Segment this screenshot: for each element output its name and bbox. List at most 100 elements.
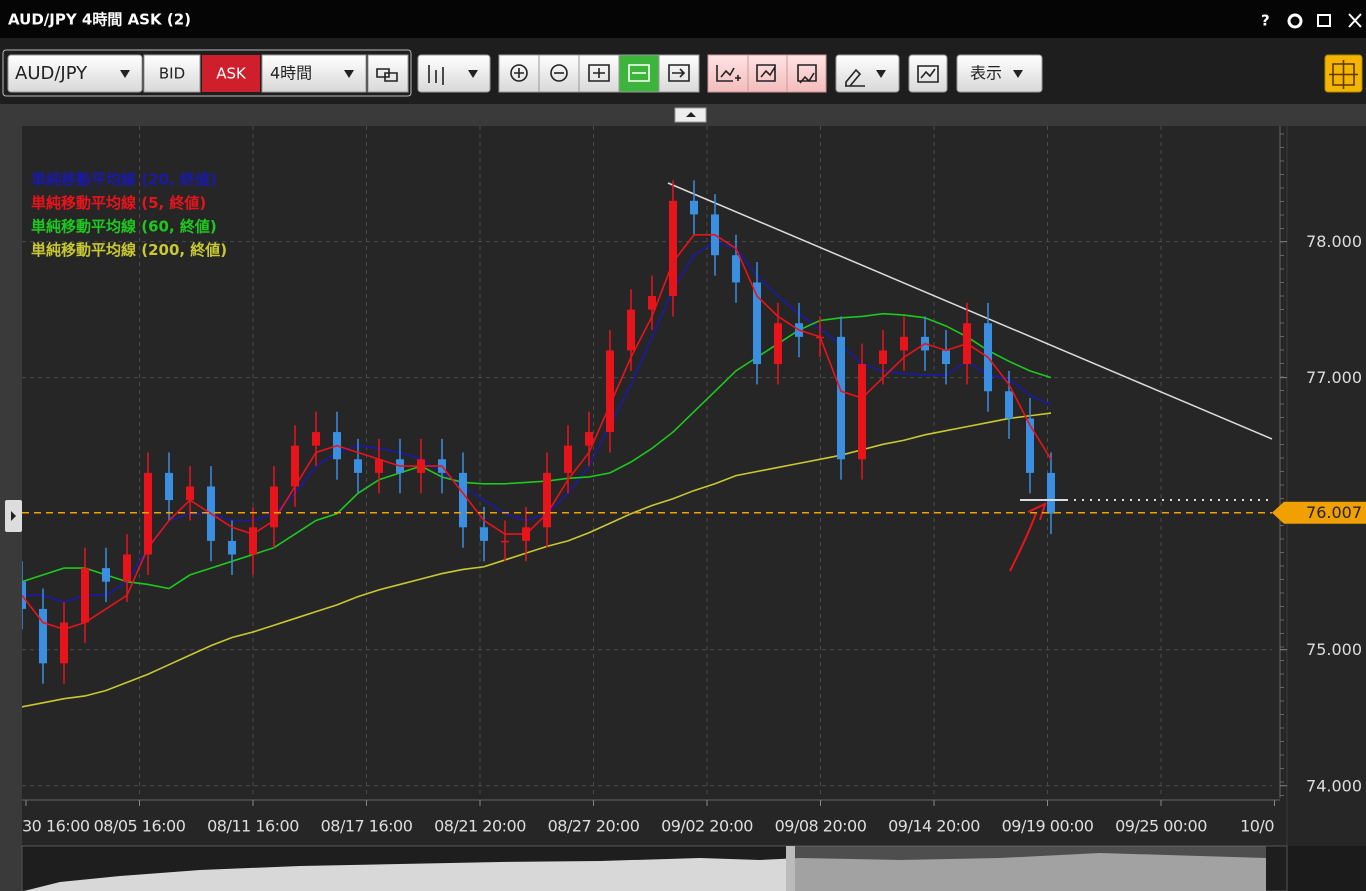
display-button[interactable]: [956, 54, 1043, 93]
moving-average-line: [22, 412, 1052, 708]
drawing-group: [707, 54, 827, 93]
candle-body: [102, 568, 110, 582]
candle-body: [270, 486, 278, 528]
zoom-out-icon: [550, 64, 568, 82]
window-controls[interactable]: ?: [1261, 12, 1362, 30]
y-tick-label: 77.000: [1306, 368, 1362, 387]
candle-body: [501, 540, 509, 543]
handle-arrow: [11, 511, 16, 521]
candle-body: [900, 336, 908, 351]
x-tick-label: 09/08 20:00: [775, 817, 867, 836]
window-title: AUD/JPY 4時間 ASK (2): [8, 11, 191, 29]
candle-body: [123, 554, 131, 582]
moving-average-line: [22, 234, 1052, 631]
plot: [22, 180, 1273, 708]
current-price-tag: [1272, 501, 1366, 524]
add-drawing-icon: [716, 65, 741, 82]
candle-body: [606, 350, 614, 433]
symbol-label: AUD/JPY: [15, 63, 88, 84]
navigator-handle[interactable]: [786, 846, 795, 891]
trend-line: [667, 182, 1273, 440]
fit-button[interactable]: [578, 54, 620, 93]
link-icon: [376, 68, 398, 82]
candle-body: [228, 540, 236, 555]
dropdown-arrow: [468, 70, 478, 78]
dropdown-arrow: [344, 70, 354, 78]
crosshair-icon: [1329, 60, 1358, 89]
legend-entry: 単純移動平均線 (60, 終値): [31, 218, 217, 236]
help-button[interactable]: ?: [1261, 12, 1270, 30]
candle-body: [480, 527, 488, 541]
navigator-window[interactable]: [790, 846, 1266, 891]
candle-body: [1005, 391, 1013, 419]
candle-body: [165, 472, 173, 501]
fit-icon: [588, 64, 610, 82]
close-button[interactable]: [1348, 13, 1362, 28]
candle-body: [627, 309, 635, 351]
candle-body: [22, 581, 26, 609]
candle-body: [543, 472, 551, 528]
candle-body: [942, 350, 950, 365]
candle-body: [249, 527, 257, 555]
timeframe-label: 4時間: [270, 64, 312, 83]
dropdown-arrow: [1013, 70, 1023, 78]
candle-body: [1026, 418, 1034, 473]
candle-body: [1047, 472, 1055, 514]
candle-body: [375, 459, 383, 473]
candle-body: [459, 472, 467, 528]
restore-button[interactable]: [1317, 14, 1331, 27]
symbol-select[interactable]: [7, 54, 143, 93]
candle-body: [144, 472, 152, 555]
y-tick-label: 75.000: [1306, 640, 1362, 659]
display-label: 表示: [970, 64, 1002, 83]
delete-drawing-icon: [797, 64, 817, 84]
candle-body: [39, 608, 47, 664]
x-tick-label: 30 16:00: [22, 817, 90, 836]
bid-button[interactable]: [143, 54, 201, 93]
hand-drawn-arrow: [1009, 502, 1047, 572]
y-tick-label: 78.000: [1306, 232, 1362, 251]
delete-drawing-button[interactable]: [786, 54, 827, 93]
x-tick-label: 08/27 20:00: [548, 817, 640, 836]
x-tick-label: 10/0: [1240, 817, 1274, 836]
current-price-label: 76.007: [1306, 503, 1362, 522]
candle-body: [291, 445, 299, 487]
auto-scroll-button[interactable]: [618, 54, 660, 93]
x-tick-label: 08/17 16:00: [321, 817, 413, 836]
legend-entry: 単純移動平均線 (200, 終値): [31, 241, 227, 259]
dropdown-arrow: [120, 70, 130, 78]
candle-body: [585, 432, 593, 446]
candle-body: [774, 323, 782, 365]
pen-icon: [845, 68, 865, 87]
legend-entry: 単純移動平均線 (5, 終値): [31, 194, 206, 212]
bid-label: BID: [159, 65, 185, 83]
x-tick-label: 09/02 20:00: [661, 817, 753, 836]
legend-entry: 単純移動平均線 (20, 終値): [31, 171, 217, 189]
chart-type-icon: [428, 65, 444, 85]
collapse-arrow: [686, 112, 696, 117]
x-tick-label: 09/19 00:00: [1002, 817, 1094, 836]
candle-body: [564, 445, 572, 473]
zoom-in-icon: [514, 68, 524, 78]
moving-average-line: [22, 240, 1052, 603]
candle-body: [648, 296, 656, 310]
y-tick-label: 74.000: [1306, 776, 1362, 795]
ask-label: ASK: [216, 65, 247, 83]
ask-button[interactable]: [202, 55, 260, 92]
candle-body: [186, 486, 194, 501]
x-tick-label: 09/25 00:00: [1115, 817, 1207, 836]
auto-scroll-icon: [628, 64, 650, 82]
grid: [22, 126, 1287, 806]
candle-body: [837, 336, 845, 460]
x-tick-label: 08/05 16:00: [94, 817, 186, 836]
settings-button[interactable]: [1287, 13, 1303, 29]
candle-body: [669, 200, 677, 297]
dropdown-arrow: [876, 70, 886, 78]
x-tick-label: 08/21 20:00: [434, 817, 526, 836]
candle-body: [312, 432, 320, 446]
edit-drawing-icon: [756, 64, 776, 82]
scroll-end-icon: [668, 64, 690, 82]
legend: 単純移動平均線 (20, 終値) 単純移動平均線 (5, 終値) 単純移動平均線 (…: [31, 171, 227, 260]
compare-icon: [917, 65, 939, 83]
